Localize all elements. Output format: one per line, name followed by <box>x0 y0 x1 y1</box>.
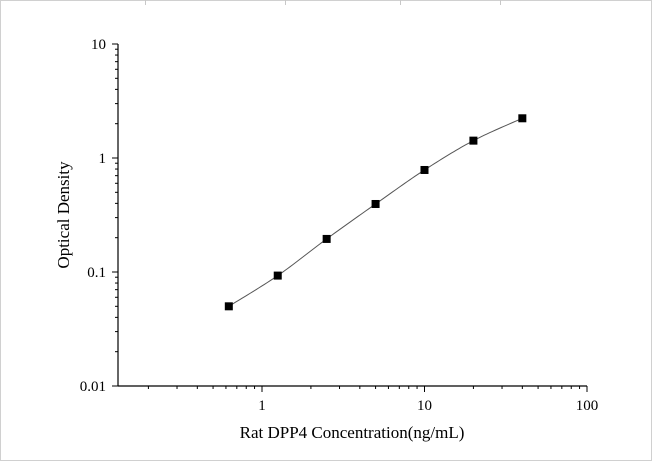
y-tick-label: 0.01 <box>80 379 106 395</box>
y-tick-label: 1 <box>99 151 107 167</box>
x-ticks <box>147 386 588 392</box>
x-tick-label: 100 <box>576 398 599 414</box>
data-point <box>371 199 380 208</box>
x-tick-label: 1 <box>258 398 266 414</box>
data-point <box>322 234 331 243</box>
data-point <box>420 165 429 174</box>
y-axis-label: Optical Density <box>54 161 73 269</box>
x-axis-label: Rat DPP4 Concentration(ng/mL) <box>240 423 465 442</box>
data-point <box>469 136 478 145</box>
data-point <box>224 302 233 311</box>
y-tick-labels: 0.01 0.1 1 10 <box>80 37 106 395</box>
plot-area: 1 10 100 0.01 0.1 1 10 <box>80 37 599 414</box>
y-tick-label: 10 <box>91 37 106 53</box>
fit-curve <box>228 117 523 307</box>
window-top-strip <box>0 0 652 6</box>
data-point <box>273 271 282 280</box>
x-tick-label: 10 <box>417 398 432 414</box>
data-points <box>224 114 527 311</box>
data-point <box>518 114 527 123</box>
y-tick-label: 0.1 <box>87 265 106 281</box>
x-tick-labels: 1 10 100 <box>258 398 598 414</box>
y-ticks <box>112 43 118 387</box>
